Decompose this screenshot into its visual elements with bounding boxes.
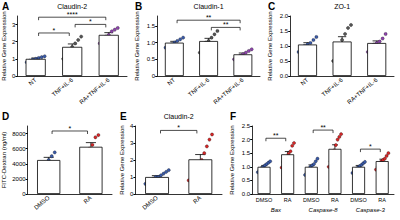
- svg-text:*: *: [177, 124, 180, 131]
- svg-text:DMSO: DMSO: [303, 197, 320, 203]
- svg-text:RA+TNF+IL-6: RA+TNF+IL-6: [346, 76, 379, 105]
- svg-text:DMSO: DMSO: [141, 194, 159, 210]
- svg-text:1.0: 1.0: [242, 164, 251, 170]
- svg-text:****: ****: [67, 11, 78, 18]
- svg-text:Claudin-2: Claudin-2: [57, 3, 87, 10]
- svg-text:RA+TNF+IL-6: RA+TNF+IL-6: [78, 76, 111, 105]
- svg-text:1.0: 1.0: [280, 43, 289, 49]
- svg-text:*: *: [68, 125, 71, 132]
- svg-text:0: 0: [152, 73, 156, 79]
- svg-text:1.5: 1.5: [280, 28, 289, 34]
- svg-text:0: 0: [130, 191, 134, 197]
- svg-text:TNF+IL-6: TNF+IL-6: [51, 76, 75, 97]
- svg-text:FITC-Dextran (ng/ml): FITC-Dextran (ng/ml): [1, 132, 7, 189]
- svg-text:8000: 8000: [12, 131, 26, 137]
- svg-text:0.5: 0.5: [147, 56, 156, 62]
- svg-text:1.5: 1.5: [147, 23, 156, 29]
- svg-text:1.5: 1.5: [242, 150, 251, 156]
- svg-text:*: *: [89, 18, 92, 25]
- svg-text:Claudin-1: Claudin-1: [194, 3, 224, 10]
- svg-text:0.0: 0.0: [280, 73, 289, 79]
- svg-text:2.0: 2.0: [242, 137, 251, 143]
- svg-text:D: D: [2, 111, 9, 122]
- svg-text:2.0: 2.0: [280, 13, 289, 19]
- svg-text:RA+TNF+IL-6: RA+TNF+IL-6: [212, 76, 245, 105]
- svg-text:DMSO: DMSO: [33, 194, 51, 210]
- svg-text:A: A: [2, 1, 9, 12]
- svg-text:RA: RA: [83, 195, 93, 205]
- svg-text:*: *: [53, 27, 56, 34]
- svg-text:4000: 4000: [12, 161, 26, 167]
- svg-text:RA: RA: [192, 195, 202, 205]
- svg-text:Relative Gene Expression: Relative Gene Expression: [267, 11, 273, 80]
- svg-text:Bax: Bax: [271, 207, 282, 213]
- svg-text:RA: RA: [284, 197, 292, 203]
- svg-text:6000: 6000: [12, 146, 26, 152]
- svg-text:ZO-1: ZO-1: [334, 3, 350, 10]
- svg-text:RA: RA: [378, 197, 386, 203]
- svg-text:0.0: 0.0: [242, 191, 251, 197]
- svg-text:Caspase-3: Caspase-3: [356, 207, 386, 213]
- svg-text:1: 1: [130, 174, 134, 180]
- svg-text:**: **: [223, 21, 229, 28]
- svg-text:NT: NT: [28, 76, 38, 86]
- svg-text:E: E: [120, 111, 127, 122]
- svg-text:B: B: [135, 1, 142, 12]
- svg-text:DMSO: DMSO: [256, 197, 273, 203]
- svg-text:Relative Gene Expression: Relative Gene Expression: [229, 125, 235, 194]
- svg-text:0.5: 0.5: [242, 177, 251, 183]
- svg-text:0: 0: [12, 73, 16, 79]
- svg-text:*: *: [369, 143, 372, 150]
- svg-text:3: 3: [130, 140, 134, 146]
- svg-text:**: **: [320, 124, 326, 131]
- svg-text:NT: NT: [299, 76, 309, 86]
- svg-text:Relative Gene Expression: Relative Gene Expression: [1, 11, 7, 80]
- svg-text:TNF+IL-6: TNF+IL-6: [187, 76, 211, 97]
- svg-text:C: C: [268, 1, 275, 12]
- svg-text:Relative Gene Expression: Relative Gene Expression: [134, 11, 140, 80]
- svg-text:Caspase-8: Caspase-8: [309, 207, 339, 213]
- svg-text:NT: NT: [166, 76, 176, 86]
- svg-text:0.5: 0.5: [280, 58, 289, 64]
- svg-text:DMSO: DMSO: [350, 197, 367, 203]
- svg-text:F: F: [230, 111, 236, 122]
- svg-text:TNF+IL-6: TNF+IL-6: [321, 76, 345, 97]
- svg-text:2.5: 2.5: [242, 123, 251, 129]
- svg-text:2: 2: [130, 157, 134, 163]
- svg-text:2000: 2000: [12, 176, 26, 182]
- svg-text:RA: RA: [331, 197, 339, 203]
- svg-text:Claudin-2: Claudin-2: [164, 113, 194, 120]
- svg-text:4: 4: [130, 123, 134, 129]
- svg-text:1.0: 1.0: [147, 40, 156, 46]
- svg-text:Relative Gene Expression: Relative Gene Expression: [119, 125, 125, 194]
- svg-text:1: 1: [12, 56, 16, 62]
- svg-text:2: 2: [12, 39, 16, 45]
- svg-text:3: 3: [12, 22, 16, 28]
- svg-text:0: 0: [22, 191, 26, 197]
- svg-text:**: **: [206, 14, 212, 21]
- svg-text:**: **: [273, 132, 279, 139]
